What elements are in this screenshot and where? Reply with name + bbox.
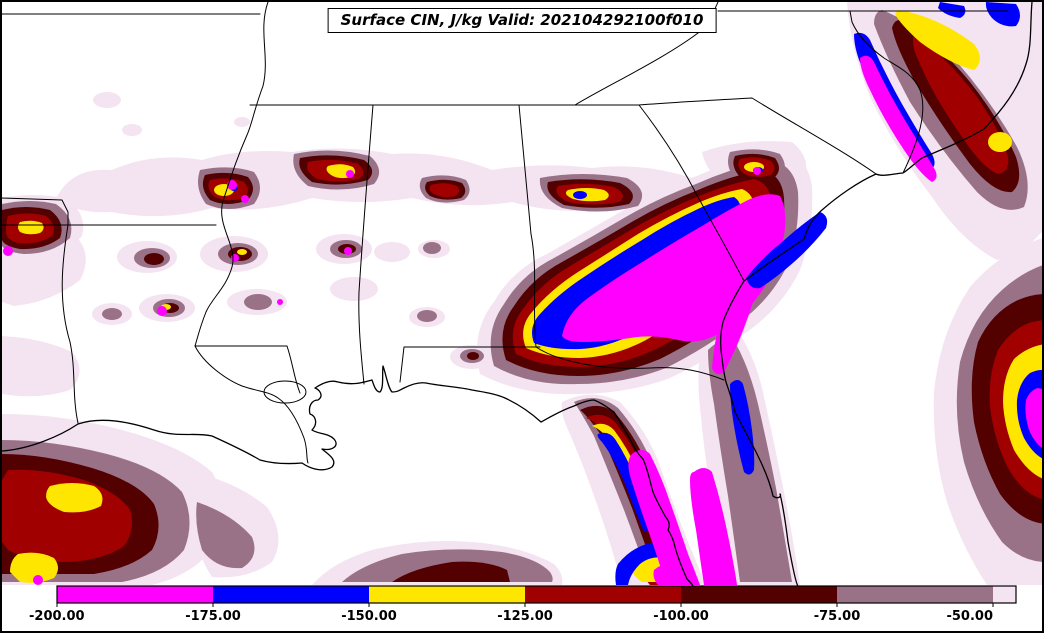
- coastline-pamlico-inner: [849, 10, 924, 174]
- contour-yellow: [18, 220, 44, 235]
- contour-blue: [985, 2, 1020, 27]
- contour-mauve: [417, 310, 437, 322]
- colorbar-segment-mauve: [837, 586, 993, 603]
- river-lower-mississippi: [194, 345, 309, 464]
- contour-palepink: [2, 336, 80, 397]
- contour-magenta: [1025, 388, 1042, 448]
- colorbar-tick-label: -175.00: [185, 609, 241, 624]
- border-mississippi-river: [194, 2, 269, 347]
- contour-blue-coastal: [730, 380, 755, 475]
- colorbar-segment-magenta: [57, 586, 213, 603]
- plot-title: Surface CIN, J/kg Valid: 202104292100f01…: [340, 11, 704, 29]
- contour-fills: [2, 2, 1042, 585]
- state-borders: [2, 2, 1033, 587]
- contour-magenta: [753, 167, 761, 175]
- colorbar-tick-label: -150.00: [341, 609, 397, 624]
- contour-blue: [597, 432, 652, 532]
- contour-palepink: [122, 124, 142, 136]
- contour-maroon: [144, 253, 164, 265]
- contour-palepink: [93, 92, 121, 108]
- lake-pontchartrain: [263, 380, 307, 404]
- border-georgia-southcarolina: [638, 104, 745, 282]
- contour-yellow: [10, 552, 58, 583]
- colorbar: -200.00 -175.00 -150.00 -125.00 -100.00 -75.0…: [29, 585, 1017, 624]
- contour-blue: [573, 191, 587, 199]
- contour-palepink: [234, 117, 250, 127]
- contour-red: [912, 34, 1009, 174]
- contour-magenta: [690, 468, 737, 585]
- colorbar-segment-red: [525, 586, 681, 603]
- colorbar-segment-blue: [213, 586, 369, 603]
- contour-mauve: [244, 294, 272, 310]
- contour-mauve: [102, 308, 122, 320]
- contour-magenta: [231, 254, 239, 262]
- colorbar-tick-label: -50.00: [946, 609, 993, 624]
- border-mississippi-alabama: [358, 104, 374, 385]
- coastline-atlantic: [719, 2, 1033, 587]
- plot-title-box: Surface CIN, J/kg Valid: 202104292100f01…: [327, 8, 717, 33]
- contour-palepink: [374, 242, 410, 262]
- colorbar-segment-yellow: [369, 586, 525, 603]
- contour-magenta: [241, 195, 249, 203]
- contour-yellow: [237, 249, 247, 255]
- coastline-gulf: [2, 365, 694, 587]
- contour-magenta: [653, 562, 694, 585]
- contour-magenta: [344, 247, 352, 255]
- colorbar-tick-label: -75.00: [814, 609, 861, 624]
- contour-magenta: [157, 306, 167, 316]
- contour-palepink: [330, 277, 378, 301]
- border-louisiana-mississippi: [194, 345, 301, 394]
- contour-magenta: [628, 450, 700, 585]
- border-alabama-georgia-florida: [399, 104, 725, 383]
- colorbar-tick-label: -125.00: [497, 609, 553, 624]
- colorbar-outline: [56, 585, 1017, 604]
- contour-yellow: [895, 10, 980, 70]
- contour-mauve: [423, 242, 441, 254]
- contour-magenta: [712, 271, 760, 375]
- contour-maroon: [467, 352, 479, 360]
- contour-magenta: [3, 246, 13, 256]
- colorbar-segment-maroon: [681, 586, 837, 603]
- border-southcarolina-northcarolina: [638, 97, 877, 175]
- contour-magenta: [33, 575, 43, 585]
- contour-red: [429, 183, 460, 198]
- border-texas-arkansas-louisiana: [2, 197, 217, 424]
- contour-yellow: [46, 483, 103, 513]
- colorbar-segment-palepink: [993, 586, 1016, 603]
- contour-maroon: [392, 561, 510, 582]
- contour-yellow: [988, 132, 1012, 152]
- colorbar-tick-label: -200.00: [29, 609, 85, 624]
- contour-mauve: [196, 502, 255, 569]
- contour-magenta: [346, 170, 354, 178]
- colorbar-tick-label: -100.00: [653, 609, 709, 624]
- contour-magenta: [860, 55, 937, 182]
- contour-blue: [938, 2, 966, 18]
- contour-magenta: [277, 299, 283, 305]
